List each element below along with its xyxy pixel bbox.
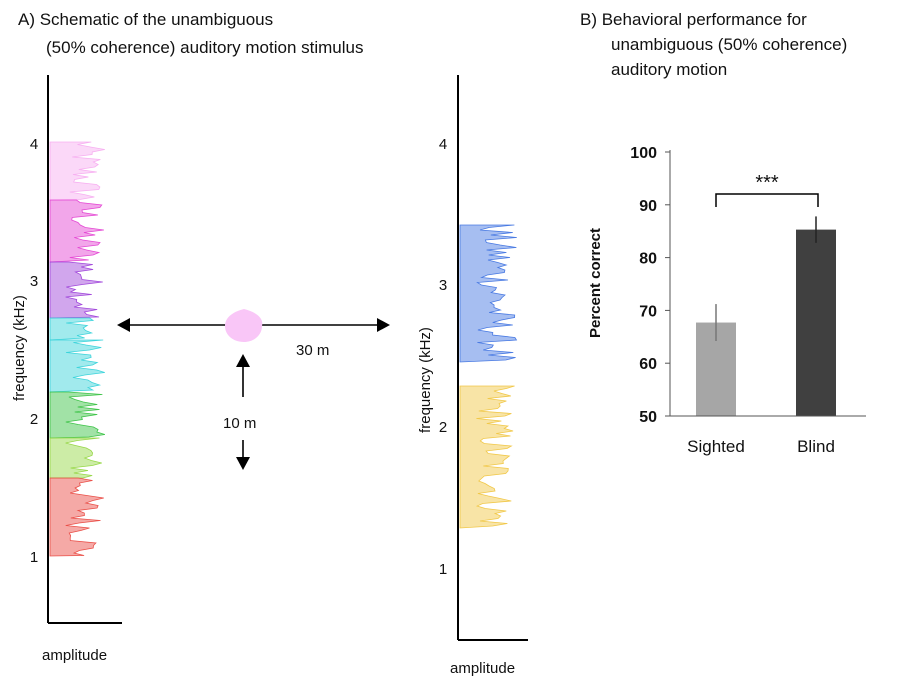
category-label-blind: Blind	[797, 437, 835, 456]
left-spectrum-band	[49, 199, 104, 263]
distance-10m-label: 10 m	[223, 415, 256, 432]
y-tick-label: 80	[639, 251, 657, 268]
left-spectrum-band	[49, 391, 106, 439]
left-spectrum-fill	[49, 141, 106, 557]
significance-bracket	[715, 193, 819, 207]
right-x-axis-label: amplitude	[450, 660, 515, 677]
left-tick-label-4: 4	[30, 136, 38, 153]
left-spectrum: 1 2 3 4 frequency (kHz) amplitude	[11, 75, 122, 664]
arrow-right-head	[377, 318, 390, 332]
y-tick-label: 90	[639, 198, 657, 215]
category-label-sighted: Sighted	[687, 437, 745, 456]
right-tick-label-2: 2	[439, 419, 447, 436]
right-spectrum: 1 2 3 4 frequency (kHz) amplitude	[417, 75, 528, 677]
left-spectrum-band	[49, 477, 104, 557]
panel-a-title-line1: A) Schematic of the unambiguous	[18, 10, 273, 29]
panel-b-title-line2: unambiguous (50% coherence)	[611, 35, 847, 54]
significance-stars: ***	[755, 172, 779, 194]
right-tick-label-4: 4	[439, 136, 447, 153]
y-tick-label: 100	[630, 145, 657, 162]
motion-schematic: 30 m 10 m	[117, 309, 390, 470]
y-tick-label: 60	[639, 356, 657, 373]
arrow-left-head	[117, 318, 130, 332]
right-tick-label-1: 1	[439, 561, 447, 578]
distance-30m-label: 30 m	[296, 342, 329, 359]
right-tick-label-3: 3	[439, 277, 447, 294]
arrow-up-head	[236, 354, 250, 367]
left-tick-label-1: 1	[30, 549, 38, 566]
bar-chart: Sighted Blind 50 60 70 80 90 100 Percent corre…	[587, 145, 866, 456]
panel-b-title-line1: B) Behavioral performance for	[580, 10, 807, 29]
left-spectrum-band	[49, 261, 103, 319]
bar-blind	[796, 229, 836, 416]
y-tick-label: 70	[639, 303, 657, 320]
sound-source-icon	[225, 309, 263, 342]
panel-a-title-line2: (50% coherence) auditory motion stimulus	[46, 38, 363, 57]
left-spectrum-band	[49, 339, 105, 393]
right-spectrum-band-low	[459, 385, 515, 529]
left-tick-label-3: 3	[30, 273, 38, 290]
left-tick-label-2: 2	[30, 411, 38, 428]
bar-chart-y-axis-label: Percent correct	[587, 228, 604, 338]
left-spectrum-band	[49, 437, 102, 479]
panel-b-title-line3: auditory motion	[611, 60, 727, 79]
right-y-axis-label: frequency (kHz)	[417, 327, 434, 433]
right-spectrum-fill	[459, 224, 518, 529]
left-x-axis-label: amplitude	[42, 647, 107, 664]
arrow-down-head	[236, 457, 250, 470]
left-y-axis-label: frequency (kHz)	[11, 295, 28, 401]
right-spectrum-band-high	[459, 224, 518, 363]
left-spectrum-band	[49, 317, 95, 341]
bar-chart-y-ticks: 50 60 70 80 90 100	[630, 145, 670, 426]
y-tick-label: 50	[639, 409, 657, 426]
left-spectrum-band	[49, 141, 105, 201]
bar-marks: Sighted Blind	[687, 216, 836, 456]
